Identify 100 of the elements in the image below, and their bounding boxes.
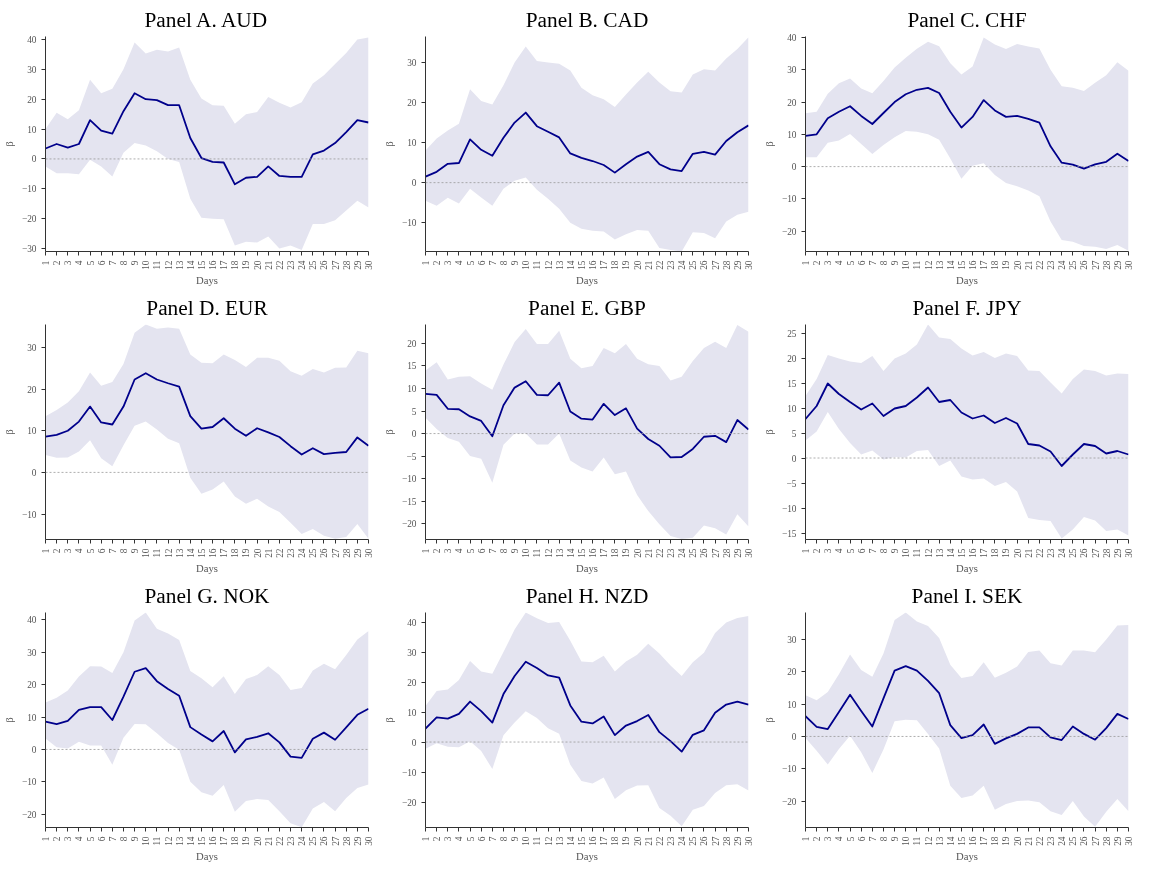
- x-tick-label: 6: [96, 548, 107, 554]
- x-tick-label: 10: [141, 548, 152, 558]
- x-tick-label: 5: [85, 548, 96, 554]
- x-tick-label: 22: [1034, 548, 1045, 558]
- x-tick-label: 19: [621, 548, 632, 558]
- x-tick-label: 21: [643, 260, 654, 270]
- y-tick-label: 30: [407, 58, 417, 69]
- x-tick-label: 22: [1034, 836, 1045, 846]
- x-tick-label: 23: [666, 836, 677, 846]
- x-tick-label: 12: [163, 548, 174, 558]
- y-tick-label: −10: [21, 184, 37, 195]
- x-tick-label: 9: [130, 548, 141, 554]
- y-axis-title: β: [763, 141, 775, 147]
- x-tick-label: 30: [744, 836, 754, 846]
- x-tick-label: 10: [521, 836, 532, 846]
- x-tick-label: 16: [968, 548, 979, 558]
- y-tick-label: −10: [21, 777, 37, 788]
- x-tick-label: 17: [979, 836, 990, 846]
- x-tick-label: 21: [263, 836, 274, 846]
- x-tick-label: 7: [867, 548, 878, 554]
- x-tick-label: 20: [632, 548, 643, 558]
- x-tick-label: 21: [263, 260, 274, 270]
- x-tick-label: 18: [990, 836, 1001, 846]
- x-tick-label: 4: [74, 548, 85, 554]
- x-tick-label: 11: [532, 260, 543, 270]
- x-tick-label: 9: [510, 836, 521, 842]
- x-tick-label: 4: [74, 836, 85, 842]
- x-tick-label: 26: [1079, 548, 1090, 558]
- x-tick-label: 17: [599, 548, 610, 558]
- x-tick-label: 11: [532, 836, 543, 846]
- y-tick-label: −10: [401, 218, 417, 229]
- x-tick-label: 16: [968, 836, 979, 846]
- x-tick-label: 2: [52, 836, 63, 842]
- x-tick-label: 23: [286, 836, 297, 846]
- x-tick-label: 23: [666, 260, 677, 270]
- y-tick-label: 40: [407, 617, 417, 628]
- x-tick-label: 8: [118, 836, 129, 842]
- x-tick-label: 1: [801, 260, 811, 266]
- x-tick-label: 26: [1079, 836, 1090, 846]
- y-tick-label: 0: [791, 162, 797, 173]
- x-tick-label: 17: [979, 548, 990, 558]
- x-tick-label: 20: [1012, 548, 1023, 558]
- x-tick-label: 19: [621, 260, 632, 270]
- x-tick-label: 25: [688, 260, 699, 270]
- x-tick-label: 5: [465, 548, 476, 554]
- x-tick-label: 12: [923, 836, 934, 846]
- y-tick-label: 30: [787, 65, 797, 76]
- x-tick-label: 17: [599, 836, 610, 846]
- x-tick-label: 23: [286, 260, 297, 270]
- x-tick-label: 18: [990, 260, 1001, 270]
- x-tick-label: 23: [1046, 260, 1057, 270]
- x-tick-label: 3: [443, 548, 454, 554]
- y-axis-title: β: [383, 717, 395, 723]
- x-tick-label: 3: [63, 548, 74, 554]
- x-tick-label: 3: [63, 260, 74, 266]
- x-tick-label: 8: [498, 548, 509, 554]
- x-tick-label: 30: [364, 836, 374, 846]
- x-tick-label: 29: [732, 548, 743, 558]
- x-tick-label: 2: [52, 260, 63, 266]
- x-tick-label: 22: [274, 260, 285, 270]
- x-tick-label: 19: [1001, 260, 1012, 270]
- x-tick-label: 8: [878, 260, 889, 266]
- x-axis-title: Days: [576, 274, 598, 286]
- x-tick-label: 1: [41, 260, 51, 266]
- x-tick-label: 14: [945, 548, 956, 558]
- x-tick-label: 17: [219, 260, 230, 270]
- x-tick-label: 13: [554, 836, 565, 846]
- x-tick-label: 20: [632, 260, 643, 270]
- x-tick-label: 29: [352, 260, 363, 270]
- y-axis-title: β: [763, 717, 775, 723]
- x-tick-label: 15: [576, 836, 587, 846]
- x-tick-label: 1: [41, 836, 51, 842]
- x-tick-label: 12: [543, 548, 554, 558]
- x-tick-label: 4: [454, 548, 465, 554]
- x-tick-label: 5: [85, 836, 96, 842]
- x-tick-label: 7: [487, 548, 498, 554]
- x-tick-label: 7: [487, 260, 498, 266]
- y-axis-title: β: [383, 429, 395, 435]
- y-tick-label: 30: [787, 635, 797, 646]
- x-tick-label: 10: [521, 260, 532, 270]
- x-tick-label: 24: [1057, 260, 1068, 270]
- x-tick-label: 11: [532, 548, 543, 558]
- x-axis-title: Days: [196, 850, 218, 862]
- x-tick-label: 18: [610, 836, 621, 846]
- y-tick-label: 20: [787, 667, 797, 678]
- x-tick-label: 3: [823, 260, 834, 266]
- x-tick-label: 9: [890, 836, 901, 842]
- y-tick-label: 0: [411, 429, 417, 440]
- x-tick-label: 18: [230, 836, 241, 846]
- x-tick-label: 28: [1101, 836, 1112, 846]
- x-tick-label: 29: [732, 260, 743, 270]
- x-tick-label: 13: [174, 260, 185, 270]
- x-tick-label: 9: [130, 260, 141, 266]
- x-tick-label: 18: [230, 548, 241, 558]
- x-tick-label: 24: [1057, 836, 1068, 846]
- x-tick-label: 13: [554, 260, 565, 270]
- x-tick-label: 5: [465, 260, 476, 266]
- x-tick-label: 18: [990, 548, 1001, 558]
- y-tick-label: 25: [787, 328, 797, 339]
- x-tick-label: 30: [1124, 836, 1134, 846]
